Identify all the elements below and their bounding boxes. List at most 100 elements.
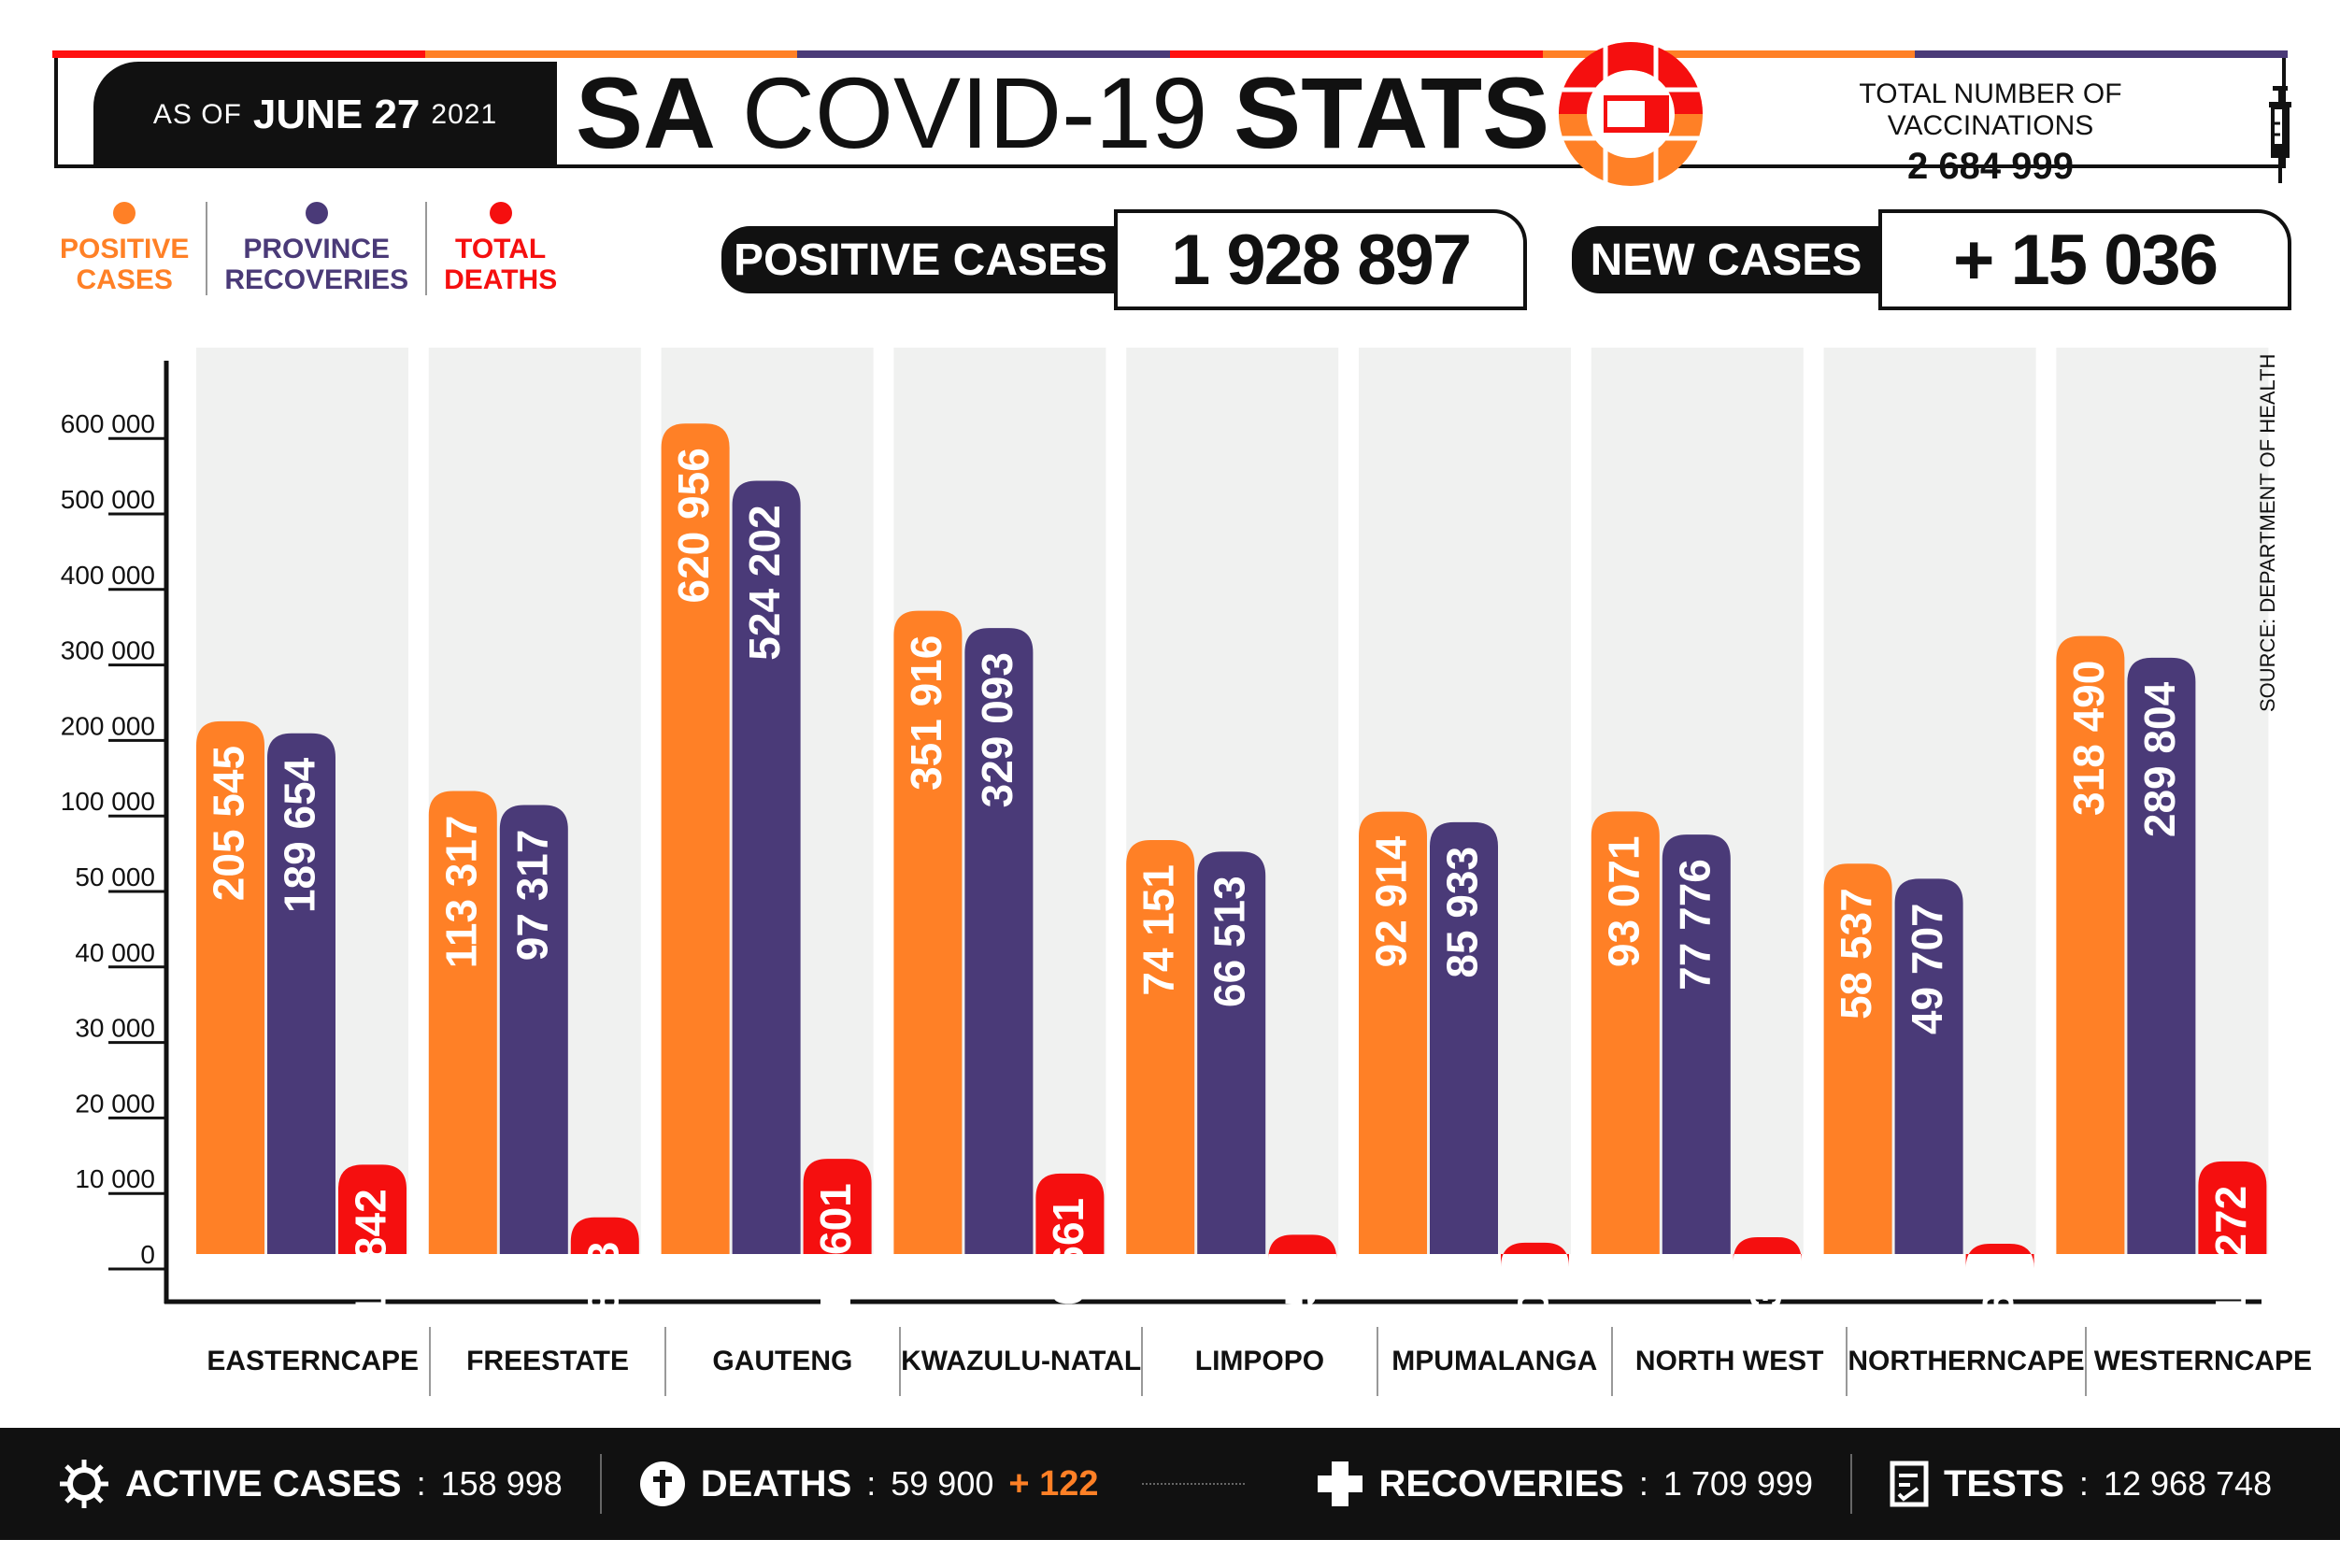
province-label: KWAZULU- NATAL (899, 1327, 1141, 1396)
province-label: LIMPOPO (1141, 1327, 1376, 1396)
footer-active-cases: ACTIVE CASES : 158 998 (0, 1428, 600, 1540)
title-sa: SA (576, 56, 717, 169)
footer-bar: ACTIVE CASES : 158 998 DEATHS : 59 900 +… (0, 1428, 2340, 1540)
title-stats: STATS (1234, 56, 1550, 169)
deaths-bar-label: 12 272 (2206, 1186, 2255, 1318)
plus-icon (1317, 1461, 1363, 1506)
y-tick-label: 50 000 (75, 862, 155, 891)
recoveries-bar (267, 733, 335, 1254)
positive-cases-bar (1591, 811, 1660, 1254)
deaths-bar (1965, 1243, 2034, 1268)
positive-cases-bar (1359, 811, 1427, 1254)
recoveries-bar-label: 524 202 (740, 505, 789, 660)
province-label-line: NORTH WEST (1634, 1346, 1824, 1376)
positive-cases-bar-label: 93 071 (1599, 835, 1648, 967)
recoveries-bar (1662, 834, 1731, 1254)
recoveries-bar (732, 480, 801, 1254)
deaths-bar (1733, 1236, 1802, 1262)
legend-deaths: TOTAL DEATHS (425, 202, 574, 295)
deaths-value: 59 900 (891, 1464, 994, 1503)
recoveries-bar-label: 189 654 (276, 757, 324, 913)
footer-tests: TESTS : 12 968 748 (1852, 1428, 2309, 1540)
positive-cases-label: POSITIVE CASES (721, 226, 1120, 293)
recoveries-bar (1894, 878, 1963, 1254)
positive-cases-bar-label: 113 317 (436, 815, 485, 968)
legend-recoveries: PROVINCE RECOVERIES (206, 202, 425, 295)
province-label-line: MPUMALANGA (1391, 1346, 1598, 1376)
chart-legend: POSITIVE CASES PROVINCE RECOVERIES TOTAL… (43, 202, 574, 295)
positive-cases-bar-label: 205 545 (205, 746, 253, 901)
virus-icon (60, 1460, 108, 1508)
deaths-bar (803, 1159, 872, 1254)
legend-deaths-line1: TOTAL (455, 234, 547, 264)
as-of-date-badge: AS OF JUNE 27 2021 (93, 62, 557, 168)
deaths-bar-label: 1 508 (1509, 1267, 1558, 1327)
source-text: SOURCE: DEPARTMENT OF HEALTH (2258, 354, 2279, 712)
province-label: GAUTENG (663, 1327, 899, 1396)
positive-cases-bar (196, 720, 264, 1254)
province-label-line: WESTERN (2093, 1346, 2234, 1376)
legend-deaths-line2: DEATHS (444, 264, 558, 295)
new-cases-label: NEW CASES (1572, 226, 1880, 293)
positive-cases-bar-label: 74 151 (1134, 864, 1183, 996)
deaths-colon: : (866, 1464, 877, 1503)
recoveries-label: RECOVERIES (1378, 1462, 1624, 1504)
title-covid: COVID-19 (742, 56, 1208, 169)
recoveries-bar-label: 49 707 (1903, 903, 1951, 1034)
positive-cases-bar (2056, 635, 2125, 1254)
y-tick-label: 10 000 (75, 1164, 155, 1193)
deaths-bar-label: 4 863 (578, 1242, 627, 1327)
deaths-bar-label: 2 235 (1741, 1262, 1790, 1327)
positive-cases-value: 1 928 897 (1114, 209, 1527, 310)
footer-deaths: DEATHS : 59 900 + 122 (602, 1428, 1282, 1540)
positive-cases-bar (661, 423, 730, 1254)
province-label-line: CAPE (2006, 1346, 2085, 1376)
recoveries-bar-label: 289 804 (2135, 681, 2184, 837)
covid-logo-icon (1559, 42, 1703, 186)
active-cases-value: 158 998 (440, 1464, 563, 1503)
deaths-bar (570, 1217, 639, 1254)
footer-divider (599, 1454, 602, 1514)
deaths-bar-label: 12 601 (811, 1183, 860, 1315)
province-label-line: FREE (466, 1346, 542, 1376)
syringe-icon (2269, 86, 2291, 183)
province-label: FREE STATE (429, 1327, 663, 1396)
legend-positive: POSITIVE CASES (43, 202, 206, 295)
dotted-divider (1141, 1483, 1245, 1485)
checklist-icon (1890, 1461, 1929, 1507)
active-colon: : (416, 1464, 426, 1503)
vaccinations-label: TOTAL NUMBER OF VACCINATIONS (1859, 78, 2122, 141)
y-tick-label: 200 000 (61, 711, 155, 740)
y-tick-label: 100 000 (61, 787, 155, 816)
deaths-label: DEATHS (700, 1462, 852, 1504)
province-label-line: GAUTENG (712, 1346, 853, 1376)
deaths-bar-label: 1 366 (1974, 1268, 2022, 1327)
legend-deaths-dot (489, 202, 512, 224)
recoveries-bar-label: 66 513 (1206, 876, 1254, 1007)
recoveries-value: 1 709 999 (1662, 1464, 1813, 1503)
recoveries-bar (2127, 657, 2196, 1254)
active-cases-label: ACTIVE CASES (125, 1462, 402, 1504)
province-label: EASTERN CAPE (196, 1327, 429, 1396)
recoveries-colon: : (1638, 1464, 1648, 1503)
y-tick-label: 40 000 (75, 938, 155, 967)
y-tick-label: 20 000 (75, 1089, 155, 1118)
as-of-prefix: AS OF (152, 99, 242, 130)
y-tick-label: 0 (140, 1240, 155, 1269)
tests-label: TESTS (1944, 1462, 2064, 1504)
legend-recoveries-dot (305, 202, 328, 224)
page-title: SA COVID-19 STATS (576, 58, 1549, 168)
positive-cases-bar-label: 620 956 (669, 448, 718, 603)
recoveries-bar (499, 805, 568, 1254)
province-label-line: NATAL (1050, 1346, 1142, 1376)
province-label-line: CAPE (2233, 1346, 2313, 1376)
deaths-bar-label: 10 661 (1044, 1198, 1092, 1327)
deaths-increase: + 122 (1008, 1463, 1099, 1504)
deaths-bar-label: 11 842 (347, 1189, 395, 1318)
as-of-date: JUNE 27 (252, 92, 421, 137)
y-tick-label: 300 000 (61, 636, 155, 665)
recoveries-bar-label: 97 317 (507, 830, 556, 962)
positive-cases-bar-label: 351 916 (902, 635, 950, 791)
new-cases-value: + 15 036 (1878, 209, 2291, 310)
footer-recoveries: RECOVERIES : 1 709 999 (1282, 1428, 1850, 1540)
